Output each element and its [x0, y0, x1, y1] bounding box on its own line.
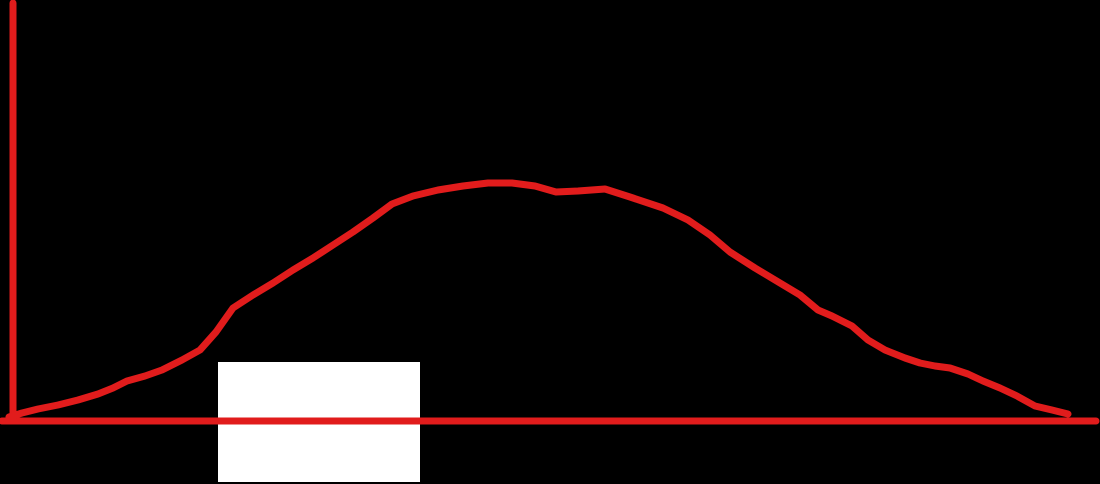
bell-curve-stroke: [5, 179, 1072, 421]
